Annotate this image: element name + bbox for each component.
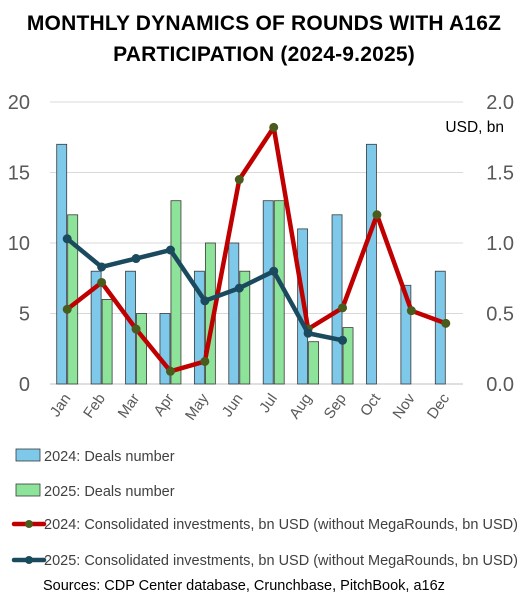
bar-2025: [239, 270, 251, 385]
right-axis-tick-label: 1.0: [486, 233, 514, 255]
left-axis-tick-label: 5: [19, 304, 30, 326]
point-2024: [97, 277, 107, 287]
right-axis-tick-label: 0.0: [486, 374, 514, 396]
point-2025: [338, 335, 348, 345]
bar-2024: [262, 200, 274, 385]
point-2024: [269, 122, 279, 132]
bar-2025: [342, 327, 354, 385]
point-2024: [200, 356, 210, 366]
bar-2025: [170, 200, 182, 385]
left-axis-tick-label: 10: [8, 233, 30, 255]
point-2024: [372, 210, 382, 220]
bar-2025: [308, 341, 320, 385]
point-2024: [338, 303, 348, 313]
bar-2025: [101, 298, 113, 385]
point-2024: [441, 318, 451, 328]
category-label: Aug: [286, 391, 315, 423]
point-2025: [97, 262, 107, 272]
bar-2024: [56, 143, 68, 385]
legend-marker: [25, 556, 33, 564]
left-axis-tick-label: 20: [8, 92, 30, 114]
legend-marker: [25, 520, 33, 528]
chart-title: MONTHLY DYNAMICS OF ROUNDS WITH A16Z PAR…: [0, 8, 528, 70]
legend-label: 2024: Consolidated investments, bn USD (…: [44, 517, 518, 533]
bar-2024: [159, 313, 171, 385]
point-2024: [62, 304, 72, 314]
legend-swatch-2025-deals: [15, 483, 41, 497]
chart-title-line2: PARTICIPATION (2024-9.2025): [113, 43, 415, 66]
right-axis-tick-label: 1.5: [486, 163, 514, 185]
category-label: Oct: [357, 390, 385, 420]
category-label: Sep: [321, 391, 350, 423]
bar-2024: [90, 270, 102, 385]
point-2024: [406, 306, 416, 316]
category-label: Feb: [80, 391, 109, 422]
category-label: Apr: [150, 391, 177, 420]
right-axis-tick-label: 0.5: [486, 304, 514, 326]
point-2025: [62, 234, 72, 244]
point-2025: [303, 328, 313, 338]
left-axis-tick-label: 15: [8, 163, 30, 185]
legend-swatch-2024-deals: [15, 448, 41, 462]
chart-title-line1: MONTHLY DYNAMICS OF ROUNDS WITH A16Z: [26, 12, 502, 35]
bar-2024: [366, 143, 377, 385]
sources-note: Sources: CDP Center database, Crunchbase…: [43, 578, 445, 594]
point-2025: [131, 254, 141, 264]
category-label: Jun: [219, 391, 247, 421]
point-2024: [234, 175, 244, 185]
category-label: Jul: [256, 391, 281, 416]
bar-2024: [331, 214, 343, 385]
legend-label: 2025: Consolidated investments, bn USD (…: [44, 553, 518, 569]
line-2024-investments: [64, 125, 449, 374]
legend-label: 2024: Deals number: [44, 449, 175, 465]
category-label: Mar: [115, 391, 144, 422]
right-axis-tick-label: 2.0: [486, 92, 514, 114]
bar-2024: [400, 284, 412, 385]
bar-2025: [273, 200, 285, 385]
point-2025: [165, 245, 175, 255]
category-label: Jan: [47, 391, 75, 421]
bar-2024: [228, 242, 240, 385]
point-2025: [234, 283, 244, 293]
bar-2024: [434, 270, 446, 385]
right-axis-label: USD, bn: [445, 119, 504, 136]
category-label: Nov: [389, 390, 419, 422]
point-2025: [200, 296, 210, 306]
category-label: Dec: [424, 390, 454, 422]
bar-2024: [193, 270, 205, 385]
point-2024: [131, 324, 141, 334]
point-2024: [165, 366, 175, 376]
left-axis-tick-label: 0: [19, 374, 30, 396]
legend-label: 2025: Deals number: [44, 484, 175, 500]
category-label: May: [182, 390, 212, 423]
point-2025: [269, 266, 279, 276]
bar-2025: [136, 313, 147, 385]
